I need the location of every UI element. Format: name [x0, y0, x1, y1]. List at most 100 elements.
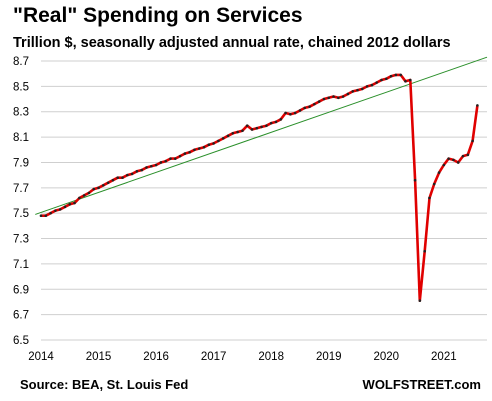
data-point — [63, 205, 67, 209]
data-point — [241, 129, 244, 133]
x-tick-label: 2017 — [201, 351, 227, 363]
data-point — [461, 154, 465, 158]
data-point — [442, 163, 446, 167]
y-tick-label: 7.9 — [13, 157, 29, 169]
data-point — [413, 178, 417, 182]
data-point — [341, 95, 345, 98]
y-tick-label: 6.5 — [13, 335, 29, 347]
data-points — [39, 73, 479, 302]
data-point — [293, 111, 297, 115]
data-point — [351, 90, 355, 93]
data-point — [308, 105, 311, 108]
data-point — [212, 142, 215, 145]
data-point — [78, 196, 81, 200]
data-point — [399, 73, 402, 77]
data-point — [121, 176, 124, 179]
data-point — [130, 172, 134, 176]
y-tick-label: 6.7 — [13, 310, 29, 322]
data-point — [389, 74, 393, 78]
data-point — [346, 92, 350, 96]
data-point — [298, 109, 302, 112]
data-point — [370, 83, 374, 87]
data-point — [106, 181, 110, 185]
data-point — [145, 166, 148, 169]
data-point — [49, 211, 52, 215]
data-point — [231, 131, 235, 135]
data-point — [217, 139, 220, 143]
data-point — [255, 126, 259, 130]
data-point — [404, 79, 407, 83]
x-tick-label: 2018 — [258, 351, 284, 363]
data-point — [432, 182, 436, 186]
data-point — [274, 120, 278, 124]
data-point — [279, 118, 283, 121]
data-point — [322, 97, 326, 101]
grid — [41, 60, 487, 341]
y-tick-label: 8.5 — [13, 81, 29, 93]
data-point — [164, 159, 168, 163]
y-tick-label: 6.9 — [13, 284, 29, 296]
data-point — [82, 194, 86, 197]
data-point — [447, 157, 450, 160]
data-point — [188, 151, 191, 154]
y-tick-label: 8.1 — [13, 132, 29, 144]
data-point — [154, 163, 158, 167]
y-axis-tick-labels: 8.7 8.5 8.3 8.1 7.9 7.7 7.5 7.3 7.1 6.9 6.7 6.5 — [13, 56, 29, 347]
data-point — [394, 73, 398, 77]
chart-subtitle: Trillion $, seasonally adjusted annual r… — [13, 35, 451, 51]
data-point — [303, 106, 307, 110]
data-point — [58, 208, 62, 211]
data-point — [337, 96, 340, 100]
data-point — [423, 249, 426, 253]
data-point — [173, 157, 177, 160]
data-point — [327, 96, 331, 100]
data-point — [360, 87, 364, 91]
data-point — [97, 186, 100, 190]
data-point — [87, 191, 91, 195]
data-point — [245, 124, 249, 127]
chart-title: "Real" Spending on Services — [13, 4, 303, 27]
data-point — [150, 164, 153, 168]
data-point — [452, 158, 455, 162]
data-point — [289, 112, 292, 116]
x-tick-label: 2019 — [316, 351, 342, 363]
data-point — [375, 81, 378, 84]
data-point — [126, 173, 129, 177]
y-tick-label: 7.1 — [13, 259, 29, 271]
y-tick-label: 8.3 — [13, 107, 29, 119]
data-point — [207, 143, 211, 146]
data-point — [226, 134, 230, 138]
y-tick-label: 8.7 — [13, 56, 29, 68]
source-note: Source: BEA, St. Louis Fed — [20, 377, 188, 392]
data-point — [356, 88, 359, 92]
data-point — [418, 299, 422, 302]
data-point — [54, 209, 57, 212]
x-tick-label: 2014 — [28, 351, 54, 363]
x-tick-label: 2015 — [86, 351, 112, 363]
data-point — [260, 125, 263, 129]
x-axis-tick-labels: 2014 2015 2016 2017 2018 2019 2020 2021 — [28, 351, 456, 363]
data-point — [221, 137, 225, 140]
data-point — [437, 171, 441, 174]
data-point — [73, 201, 76, 205]
data-point — [193, 148, 196, 152]
y-tick-label: 7.3 — [13, 234, 29, 246]
data-point — [202, 145, 206, 149]
data-point — [183, 152, 187, 155]
data-point — [102, 183, 105, 187]
data-point — [284, 111, 287, 115]
data-point — [471, 139, 474, 143]
data-point — [135, 170, 139, 173]
data-point — [169, 157, 172, 160]
data-point — [365, 85, 369, 88]
data-point — [159, 161, 163, 164]
data-point — [384, 77, 388, 81]
data-point — [313, 102, 316, 106]
data-point — [380, 78, 383, 82]
trend-line — [35, 56, 488, 215]
data-point — [68, 203, 72, 206]
data-point — [236, 130, 239, 134]
data-point — [269, 121, 273, 125]
data-point — [428, 196, 431, 200]
data-point — [250, 128, 254, 131]
